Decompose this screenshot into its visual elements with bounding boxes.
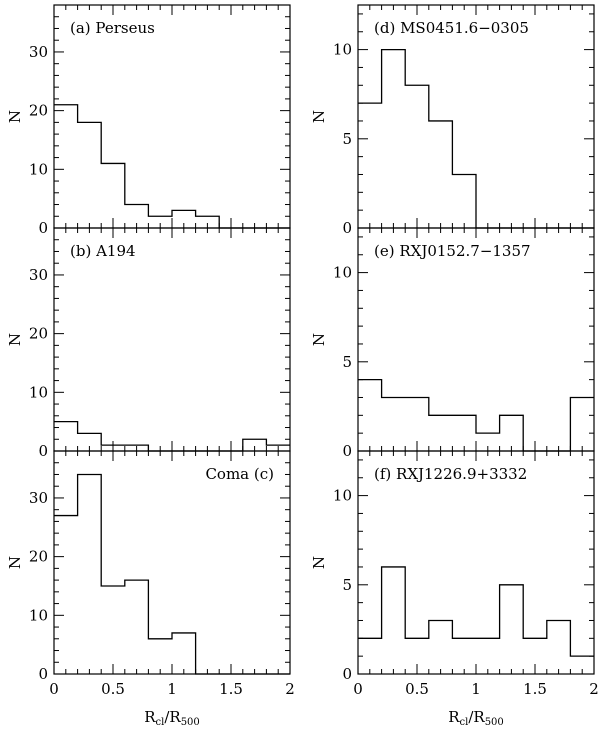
panel-f: 0 5 10 0 0.5 1 1.5 2 N (f) RXJ1226.9+3332 [310, 450, 599, 698]
y-tick-label: 20 [29, 548, 48, 566]
y-tick-label: 30 [29, 266, 48, 284]
y-tick-label: 5 [342, 576, 352, 594]
panel-b: 0 10 20 30 N (b) A194 [6, 227, 291, 460]
panel-frame [357, 450, 595, 675]
x-tick-label: 1 [471, 680, 481, 698]
y-tick-label: 0 [38, 219, 48, 237]
x-axis-title-right: Rcl/R500 [448, 708, 504, 728]
x-tick-label: 1.5 [219, 680, 243, 698]
panel-label: Coma (c) [205, 465, 274, 483]
y-tick-label: 10 [333, 41, 352, 59]
y-tick-label: 5 [342, 130, 352, 148]
panel-frame [53, 450, 291, 675]
x-tick-label: 0.5 [405, 680, 429, 698]
y-tick-label: 30 [29, 489, 48, 507]
histogram-series [358, 48, 594, 229]
histogram-bin [148, 639, 172, 674]
histogram-bin [54, 105, 78, 228]
y-tick-label: 10 [29, 383, 48, 401]
histogram-bin [570, 397, 594, 451]
panel-e: 0 5 10 N (e) RXJ0152.7−1357 [310, 227, 595, 460]
y-tick-label: 0 [38, 665, 48, 683]
histogram-bin [500, 415, 524, 451]
panel-label: (e) RXJ0152.7−1357 [374, 242, 531, 260]
panel-label: (b) A194 [70, 242, 136, 260]
y-tick-label: 10 [333, 487, 352, 505]
y-tick-label: 0 [342, 219, 352, 237]
histogram-bin [358, 103, 382, 228]
histogram-bin [101, 586, 125, 674]
y-tick-label: 5 [342, 353, 352, 371]
histogram-series [54, 104, 290, 229]
histogram-series [54, 473, 290, 675]
histogram-bin [78, 474, 102, 674]
histogram-bin [382, 397, 406, 451]
histogram-bin [429, 121, 453, 228]
y-tick-label: 0 [342, 442, 352, 460]
histogram-bin [78, 122, 102, 228]
panel-frame [53, 4, 291, 229]
x-tick-label: 2 [589, 680, 599, 698]
histogram-bin [382, 50, 406, 228]
x-tick-label: 2 [285, 680, 295, 698]
histogram-bin [452, 638, 476, 674]
x-axis-title-left: Rcl/R500 [144, 708, 200, 728]
x-tick-label: 0 [49, 680, 59, 698]
y-tick-label: 20 [29, 102, 48, 120]
histogram-bin [547, 620, 571, 674]
panel-c: 0 10 20 30 0 0.5 1 1.5 2 N Coma (c) [6, 450, 295, 698]
y-tick-label: 20 [29, 325, 48, 343]
panel-label: (f) RXJ1226.9+3332 [374, 465, 527, 483]
x-tick-label: 0 [353, 680, 363, 698]
histogram-series [358, 566, 594, 657]
y-tick-label: 30 [29, 43, 48, 61]
x-tick-label: 1 [167, 680, 177, 698]
y-axis-title: N [6, 556, 24, 569]
histogram-bin [429, 415, 453, 451]
panel-a: 0 10 20 30 N (a) Perseus [6, 4, 291, 237]
histogram-bin [500, 585, 524, 674]
x-tick-label: 1.5 [523, 680, 547, 698]
y-tick-label: 10 [29, 606, 48, 624]
histogram-bin [125, 580, 149, 674]
y-tick-label: 0 [38, 442, 48, 460]
histogram-bin [452, 174, 476, 228]
y-tick-label: 0 [342, 665, 352, 683]
histogram-series [358, 378, 594, 452]
panel-d: 0 5 10 N (d) MS0451.6−0305 [310, 4, 595, 237]
y-tick-label: 10 [29, 160, 48, 178]
y-axis-title: N [310, 556, 328, 569]
histogram-bin [405, 85, 429, 228]
panel-label: (d) MS0451.6−0305 [374, 19, 529, 37]
histogram-bin [476, 638, 500, 674]
y-axis-title: N [310, 333, 328, 346]
y-axis-title: N [6, 110, 24, 123]
panel-label: (a) Perseus [70, 19, 155, 37]
histogram-bin [382, 567, 406, 674]
y-axis-title: N [6, 333, 24, 346]
histogram-bin [429, 620, 453, 674]
histogram-bin [172, 633, 196, 674]
x-tick-label: 0.5 [101, 680, 125, 698]
y-tick-label: 10 [333, 264, 352, 282]
panel-frame [53, 227, 291, 452]
y-axis-title: N [310, 110, 328, 123]
histogram-bin [452, 415, 476, 451]
